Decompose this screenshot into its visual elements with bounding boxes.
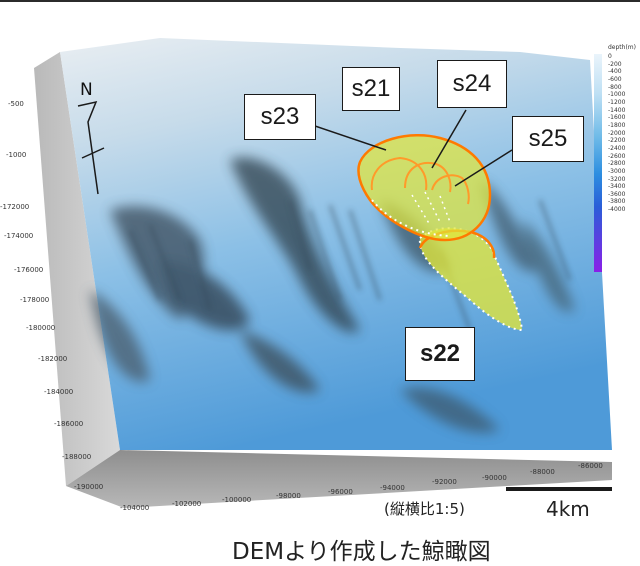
bottom-axis-tick: -96000 bbox=[328, 488, 353, 496]
scale-label: 4km bbox=[546, 497, 590, 521]
north-arrow bbox=[77, 100, 105, 195]
legend-value: -800 bbox=[608, 83, 622, 91]
label-s23: s23 bbox=[244, 94, 316, 140]
legend-value: -3600 bbox=[608, 190, 626, 198]
north-label: N bbox=[80, 80, 93, 100]
left-axis-tick: -174000 bbox=[4, 232, 34, 240]
legend-value: -2800 bbox=[608, 160, 626, 168]
legend-value: -3200 bbox=[608, 175, 626, 183]
legend-value: -400 bbox=[608, 68, 622, 76]
landslide-s21 bbox=[357, 134, 492, 242]
block-bottom-side bbox=[66, 450, 612, 508]
landslide-areas bbox=[357, 134, 524, 332]
landslide-s25 bbox=[431, 174, 470, 205]
legend-title: depth(m) bbox=[608, 44, 636, 51]
legend-value: -2600 bbox=[608, 152, 626, 160]
label-s25: s25 bbox=[512, 116, 584, 162]
label-s22: s22 bbox=[405, 327, 475, 381]
figure-caption: DEMより作成した鯨瞰図 bbox=[232, 539, 491, 565]
legend-value: -2000 bbox=[608, 129, 626, 137]
left-axis-tick: -180000 bbox=[26, 324, 56, 332]
legend-value: -1200 bbox=[608, 98, 626, 106]
legend-value: -1000 bbox=[608, 91, 626, 99]
legend-value: 0 bbox=[608, 53, 612, 60]
legend-value: -1800 bbox=[608, 121, 626, 129]
bottom-axis-tick: -90000 bbox=[482, 474, 507, 482]
legend-value: -600 bbox=[608, 75, 622, 83]
leader-lines bbox=[314, 109, 513, 187]
bottom-axis-tick: -94000 bbox=[380, 484, 405, 492]
legend-value: -1600 bbox=[608, 114, 626, 122]
left-axis-tick: -190000 bbox=[74, 483, 104, 491]
bottom-axis-tick: -104000 bbox=[120, 504, 150, 512]
legend-value: -3800 bbox=[608, 198, 626, 206]
top-border-line bbox=[0, 0, 640, 2]
bottom-axis-tick: -92000 bbox=[432, 478, 457, 486]
depth-legend: depth(m) 0 -200 -400 -600 -800 -1000 -12… bbox=[594, 44, 640, 284]
landslide-s24 bbox=[404, 162, 452, 193]
bottom-axis-tick: -88000 bbox=[530, 468, 555, 476]
aspect-ratio-note: (縦横比1:5) bbox=[384, 500, 465, 518]
legend-value: -1400 bbox=[608, 106, 626, 114]
terrain-ridges bbox=[128, 199, 572, 331]
legend-value: -3400 bbox=[608, 183, 626, 191]
legend-value: -2200 bbox=[608, 137, 626, 145]
left-axis-tick: -182000 bbox=[38, 355, 68, 363]
left-axis-tick: -186000 bbox=[54, 420, 84, 428]
legend-value: -200 bbox=[608, 60, 622, 68]
left-axis-tick: -188000 bbox=[62, 453, 92, 461]
left-axis-tick: -184000 bbox=[44, 388, 74, 396]
left-axis-tick: -178000 bbox=[20, 296, 50, 304]
legend-value: -4000 bbox=[608, 206, 626, 214]
bottom-axis-tick: -102000 bbox=[172, 500, 202, 508]
label-s21: s21 bbox=[342, 67, 400, 111]
legend-values: 0 -200 -400 -600 -800 -1000 -1200 -1400 … bbox=[608, 53, 625, 214]
block-left-side bbox=[34, 52, 120, 486]
legend-value: -3000 bbox=[608, 167, 626, 175]
landslide-lower-boundary bbox=[371, 199, 451, 237]
left-axis-tick: -500 bbox=[8, 100, 24, 108]
bottom-axis-tick: -86000 bbox=[578, 462, 603, 470]
left-axis-tick: -172000 bbox=[0, 203, 30, 211]
depth-colorbar bbox=[594, 54, 602, 272]
left-axis-tick: -1000 bbox=[6, 151, 27, 159]
legend-value: -2400 bbox=[608, 144, 626, 152]
bottom-axis-tick: -98000 bbox=[276, 492, 301, 500]
landslide-s23 bbox=[370, 156, 428, 191]
bottom-axis-tick: -100000 bbox=[222, 496, 252, 504]
left-axis-tick: -176000 bbox=[14, 266, 44, 274]
label-s24: s24 bbox=[437, 60, 507, 108]
